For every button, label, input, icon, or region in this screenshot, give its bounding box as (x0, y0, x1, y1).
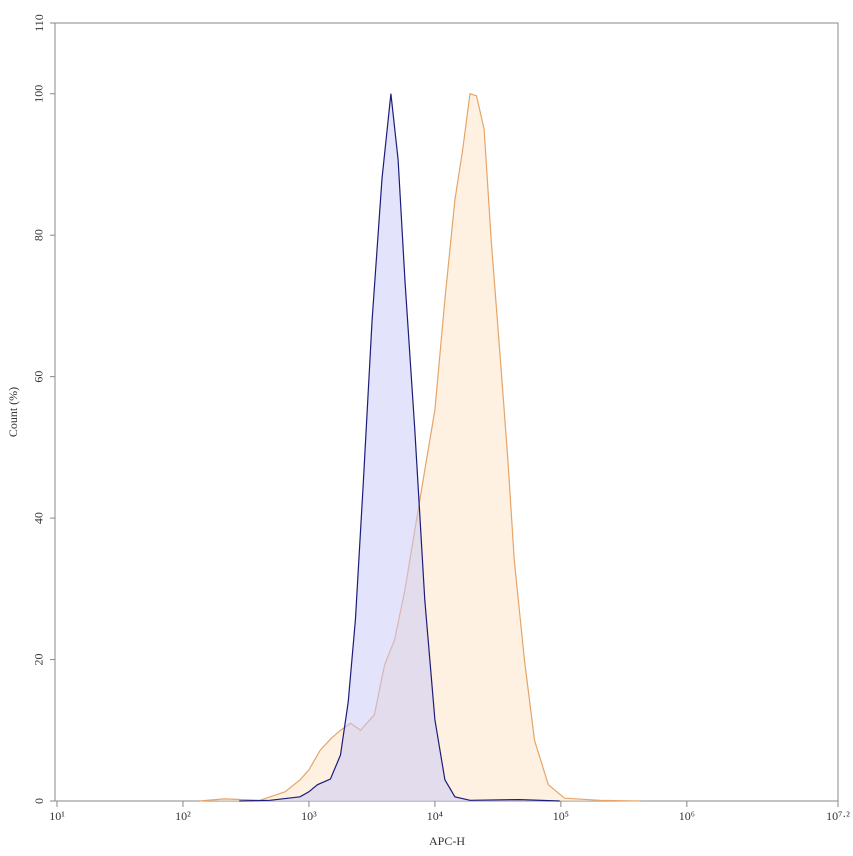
series-line (199, 92, 641, 802)
x-tick-label: 10⁶ (679, 809, 695, 823)
y-tick-label: 20 (32, 654, 46, 666)
x-tick-label: 10³ (301, 809, 317, 823)
y-tick-label: 0 (32, 798, 46, 804)
series-line (239, 93, 560, 802)
y-tick-label: 110 (32, 14, 46, 32)
x-tick-label: 10⁵ (553, 809, 569, 823)
x-axis-label: APC-H (429, 834, 465, 848)
x-tick-label: 10¹ (49, 809, 65, 823)
x-tick-label: 10⁷·² (826, 809, 850, 823)
y-tick-label: 100 (32, 85, 46, 103)
x-tick-label: 10⁴ (427, 809, 443, 823)
y-tick-label: 80 (32, 229, 46, 241)
area-fill (239, 93, 560, 801)
y-tick-label: 40 (32, 512, 46, 524)
y-axis-label: Count (%) (6, 387, 20, 437)
y-tick-label: 60 (32, 371, 46, 383)
x-tick-label: 10² (175, 809, 191, 823)
